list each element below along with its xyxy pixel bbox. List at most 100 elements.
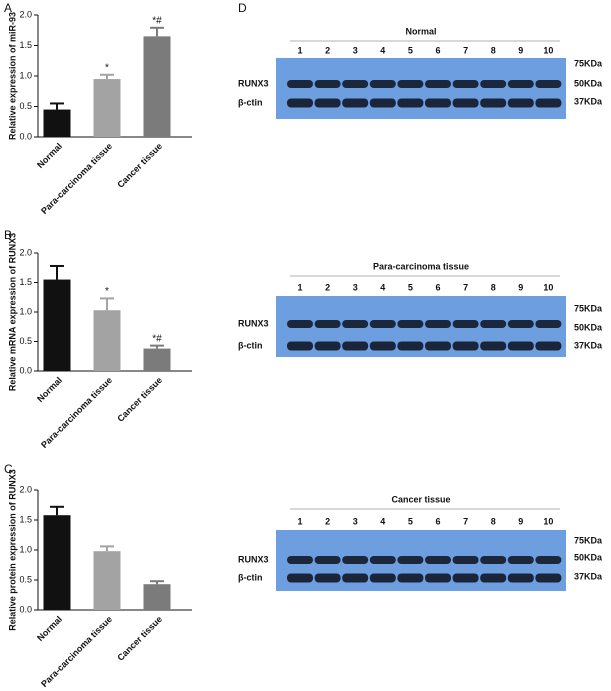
band-label: β-ctin [238, 340, 263, 350]
band [397, 98, 424, 108]
lane-number: 3 [353, 282, 358, 292]
band [314, 80, 341, 88]
bar [43, 279, 71, 371]
lane-number: 9 [518, 45, 523, 55]
band [369, 320, 396, 328]
band [369, 98, 396, 108]
band [342, 80, 369, 88]
band [397, 341, 424, 351]
band [480, 98, 507, 108]
lane-number: 4 [380, 282, 385, 292]
band [287, 80, 313, 88]
lane-number: 1 [297, 45, 302, 55]
band [535, 341, 562, 351]
lane-number: 10 [543, 282, 553, 292]
lane-number: 7 [463, 516, 468, 526]
band [314, 98, 341, 108]
y-tick-label: 2.0 [19, 247, 32, 257]
band [397, 80, 424, 88]
y-tick-label: 1.5 [19, 40, 32, 50]
significance-mark: * [105, 62, 109, 73]
band [287, 573, 313, 583]
y-axis-label: Relative protein expression of RUNX3 [7, 469, 17, 631]
band [425, 341, 451, 351]
marker-label: 37KDa [574, 96, 603, 106]
lane-number: 2 [325, 282, 330, 292]
band [342, 556, 369, 564]
lane-number: 5 [408, 516, 413, 526]
band [480, 573, 507, 583]
bar [143, 348, 171, 371]
band-label: β-ctin [238, 97, 263, 107]
band [452, 320, 479, 328]
band [397, 573, 424, 583]
y-tick-label: 0.0 [19, 131, 32, 141]
lane-number: 6 [435, 45, 440, 55]
band [425, 98, 451, 108]
lane-number: 6 [435, 282, 440, 292]
y-tick-label: 0.5 [19, 336, 32, 346]
band [507, 80, 534, 88]
band [314, 573, 341, 583]
band [507, 556, 534, 564]
lane-number: 1 [297, 282, 302, 292]
band [480, 341, 507, 351]
band-label: RUNX3 [238, 318, 269, 328]
band [287, 320, 313, 328]
lane-number: 10 [543, 45, 553, 55]
lane-number: 1 [297, 516, 302, 526]
band [397, 320, 424, 328]
band [425, 320, 451, 328]
band [507, 573, 534, 583]
bar [93, 551, 121, 610]
marker-label: 37KDa [574, 571, 603, 581]
lane-number: 8 [491, 45, 496, 55]
lane-number: 4 [380, 45, 385, 55]
lane-number: 8 [491, 516, 496, 526]
band [425, 80, 451, 88]
panel-label: C [4, 462, 13, 476]
blot-title: Para-carcinoma tissue [373, 261, 469, 271]
band [480, 556, 507, 564]
band-label: RUNX3 [238, 554, 269, 564]
lane-number: 3 [353, 516, 358, 526]
bar [43, 109, 71, 137]
lane-number: 10 [543, 516, 553, 526]
band [507, 320, 534, 328]
band [287, 98, 313, 108]
significance-mark: *# [152, 333, 162, 344]
panel-label: D [238, 1, 247, 15]
y-tick-label: 0.0 [19, 604, 32, 614]
band [425, 556, 451, 564]
band [507, 341, 534, 351]
y-axis-label: Relative mRNA expression of RUNX3 [7, 233, 17, 391]
band [535, 80, 562, 88]
band [369, 556, 396, 564]
significance-mark: * [105, 286, 109, 297]
marker-label: 50KDa [574, 322, 603, 332]
band [287, 556, 313, 564]
band [507, 98, 534, 108]
lane-number: 5 [408, 282, 413, 292]
lane-number: 8 [491, 282, 496, 292]
bar [93, 79, 121, 137]
y-axis-label: Relative expression of miR-93 [7, 12, 17, 140]
band [452, 341, 479, 351]
y-tick-label: 1.5 [19, 277, 32, 287]
y-tick-label: 1.0 [19, 544, 32, 554]
band [342, 320, 369, 328]
blot-title: Normal [405, 26, 436, 36]
bar [43, 515, 71, 610]
band [425, 573, 451, 583]
band [480, 80, 507, 88]
y-tick-label: 2.0 [19, 484, 32, 494]
lane-number: 7 [463, 282, 468, 292]
lane-number: 6 [435, 516, 440, 526]
panel-label: B [4, 228, 12, 242]
band [287, 341, 313, 351]
band-label: β-ctin [238, 572, 263, 582]
marker-label: 37KDa [574, 340, 603, 350]
band [314, 320, 341, 328]
marker-label: 75KDa [574, 303, 603, 313]
band [369, 573, 396, 583]
